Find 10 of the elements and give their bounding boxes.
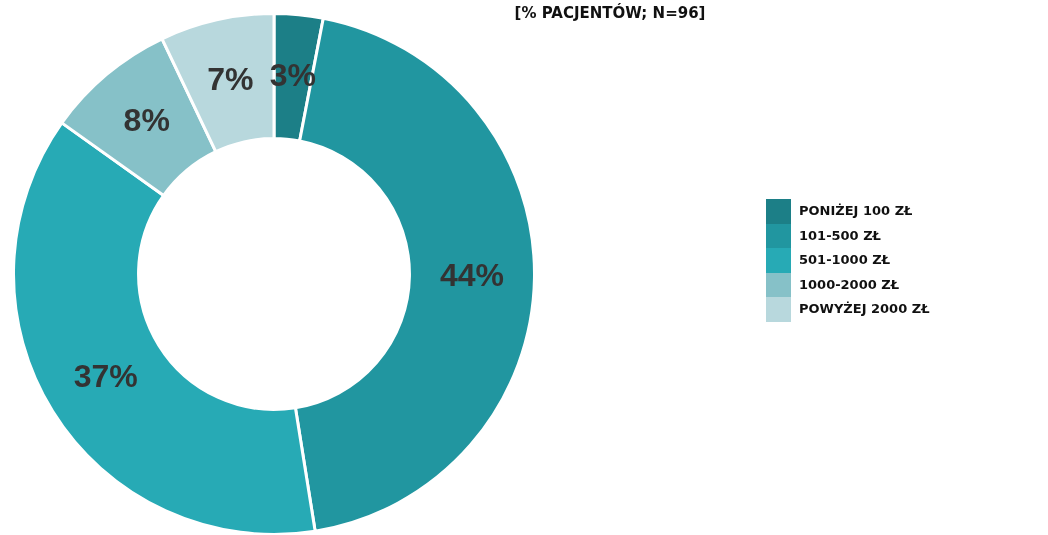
legend-label: 101-500 ZŁ: [799, 227, 881, 243]
data-label: 7%: [207, 60, 254, 97]
data-label: 37%: [73, 358, 138, 395]
legend-label: 1000-2000 ZŁ: [799, 276, 900, 292]
chart-title: [% PACJENTÓW; N=96]: [513, 4, 707, 22]
legend-label: 501-1000 ZŁ: [799, 252, 891, 268]
data-label: 44%: [439, 256, 504, 293]
data-label: 8%: [123, 102, 170, 139]
legend-label: POWYŻEJ 2000 ZŁ: [799, 301, 930, 317]
legend-label: PONIŻEJ 100 ZŁ: [799, 203, 913, 218]
